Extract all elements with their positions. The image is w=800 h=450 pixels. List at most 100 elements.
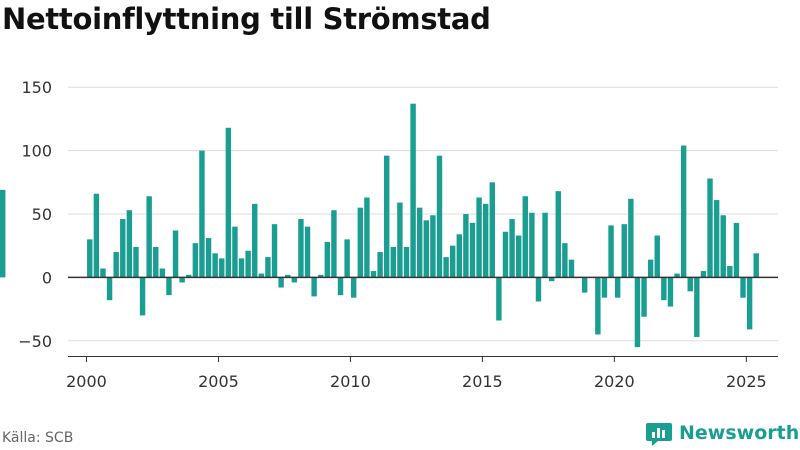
bar bbox=[727, 265, 733, 278]
bar bbox=[647, 259, 654, 278]
x-tick-label: 2020 bbox=[594, 372, 635, 391]
bar bbox=[126, 210, 133, 278]
bar bbox=[344, 239, 350, 278]
bar bbox=[449, 245, 456, 278]
bar bbox=[568, 259, 575, 278]
y-tick-label: 150 bbox=[21, 78, 52, 97]
bar bbox=[357, 207, 364, 278]
bar bbox=[100, 268, 106, 278]
bar bbox=[515, 235, 522, 278]
y-tick-label: −50 bbox=[18, 332, 52, 351]
bar bbox=[0, 189, 6, 278]
bar bbox=[225, 127, 232, 278]
bar bbox=[542, 212, 548, 278]
x-tick-label: 2000 bbox=[66, 372, 107, 391]
x-axis: 2000 2005 2010 2015 2020 2025 bbox=[66, 356, 778, 391]
bar bbox=[661, 277, 667, 301]
bar bbox=[199, 150, 205, 278]
bar bbox=[159, 268, 166, 278]
x-tick-label: 2025 bbox=[726, 372, 767, 391]
bar bbox=[166, 277, 172, 296]
bar bbox=[304, 226, 311, 278]
y-tick-label: 0 bbox=[42, 268, 52, 287]
bar bbox=[311, 277, 317, 297]
bar bbox=[238, 258, 245, 278]
bar bbox=[555, 191, 561, 278]
bar bbox=[410, 103, 416, 278]
bar bbox=[509, 219, 515, 278]
bar bbox=[581, 277, 588, 293]
bar bbox=[436, 155, 443, 278]
bar bbox=[205, 238, 212, 278]
bar bbox=[298, 219, 304, 278]
bar bbox=[713, 200, 720, 278]
bar bbox=[753, 253, 759, 278]
bar bbox=[219, 258, 225, 278]
bar bbox=[746, 277, 753, 330]
bar bbox=[529, 212, 535, 278]
bar bbox=[120, 219, 126, 278]
bar bbox=[146, 196, 152, 278]
bar bbox=[285, 274, 291, 278]
bar bbox=[265, 257, 271, 278]
chart-title: Nettoinflyttning till Strömstad bbox=[2, 2, 491, 36]
bar bbox=[139, 277, 146, 316]
bar bbox=[469, 222, 476, 278]
bar bbox=[733, 222, 740, 278]
x-tick-label: 2015 bbox=[462, 372, 503, 391]
bar bbox=[522, 196, 528, 278]
bar bbox=[456, 234, 462, 278]
bar bbox=[614, 277, 621, 298]
bar bbox=[351, 277, 357, 298]
newsworthy-logo[interactable]: Newsworthy bbox=[645, 419, 800, 447]
bar bbox=[628, 198, 634, 278]
bar bbox=[364, 197, 370, 278]
bar bbox=[390, 246, 397, 278]
bar bbox=[720, 215, 726, 278]
bar bbox=[153, 246, 159, 278]
bar bbox=[318, 274, 324, 278]
bar bbox=[331, 210, 337, 278]
bar bbox=[707, 178, 713, 278]
gridlines bbox=[68, 86, 778, 342]
bar bbox=[416, 207, 423, 278]
bar bbox=[278, 277, 284, 288]
bar bbox=[271, 224, 278, 278]
bar bbox=[463, 214, 469, 278]
bar bbox=[621, 224, 627, 278]
bar bbox=[535, 277, 542, 302]
bar bbox=[186, 274, 192, 278]
bar bbox=[403, 246, 410, 278]
bar bbox=[324, 241, 331, 278]
bar bbox=[113, 252, 119, 278]
bar bbox=[397, 202, 403, 278]
source-note: Källa: SCB bbox=[2, 430, 74, 446]
bar bbox=[740, 277, 746, 298]
bar bbox=[384, 155, 390, 278]
bar bbox=[476, 197, 482, 278]
bar bbox=[608, 225, 614, 278]
bar bbox=[634, 277, 641, 348]
bar bbox=[674, 273, 680, 278]
y-tick-label: 100 bbox=[21, 142, 52, 161]
bar bbox=[133, 246, 139, 278]
newsworthy-icon bbox=[646, 423, 672, 446]
brand-name: Newsworthy bbox=[679, 422, 800, 444]
bar bbox=[179, 277, 185, 283]
bar bbox=[232, 226, 238, 278]
bar bbox=[601, 277, 608, 298]
bar bbox=[595, 277, 601, 335]
x-tick-label: 2010 bbox=[330, 372, 371, 391]
bar bbox=[252, 203, 258, 278]
x-tick-label: 2005 bbox=[198, 372, 239, 391]
y-tick-label: 50 bbox=[32, 205, 52, 224]
bar bbox=[423, 220, 430, 278]
bar bbox=[482, 203, 489, 278]
bar bbox=[548, 277, 555, 282]
bar bbox=[192, 243, 199, 278]
bar bbox=[562, 243, 568, 278]
bar bbox=[694, 277, 700, 337]
bar bbox=[172, 230, 179, 278]
bar bbox=[430, 215, 436, 278]
bar bbox=[212, 253, 218, 278]
